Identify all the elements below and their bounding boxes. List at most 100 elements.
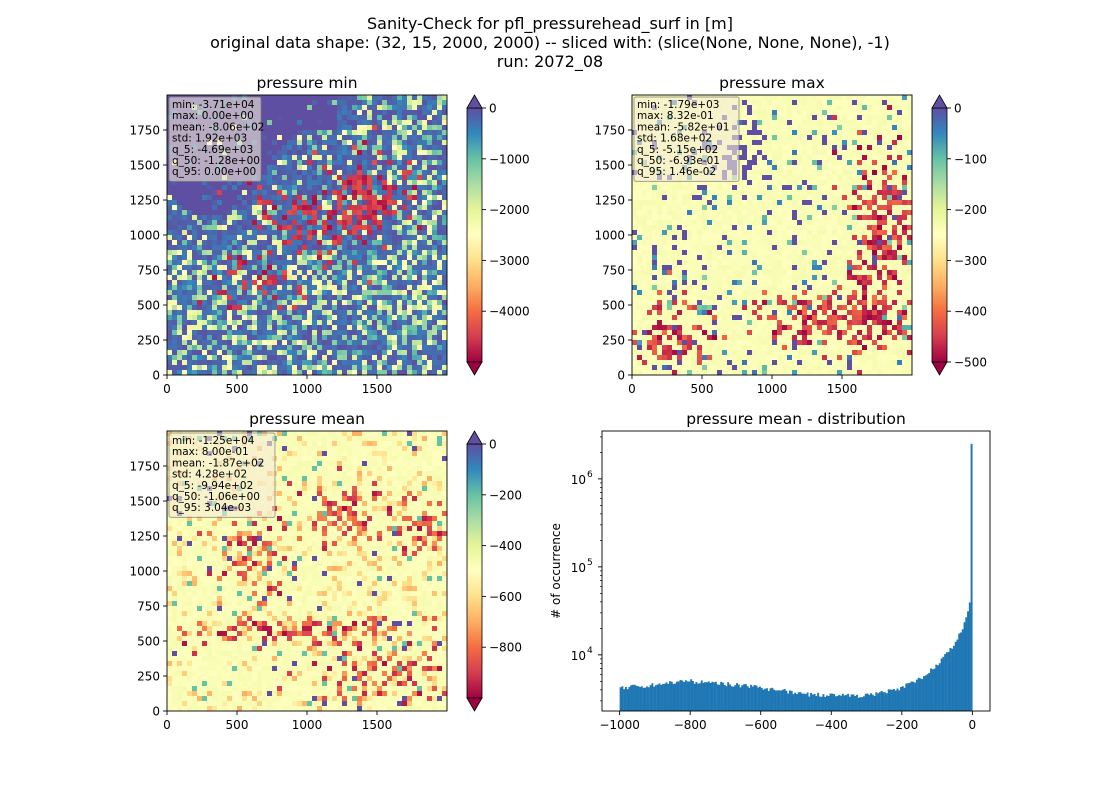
heatmap-cell: [412, 240, 418, 246]
heatmap-cell: [857, 160, 863, 166]
heatmap-cell: [277, 305, 283, 311]
heatmap-cell: [362, 320, 368, 326]
heatmap-cell: [367, 165, 373, 171]
heatmap-cell: [297, 175, 303, 181]
heatmap-cell: [752, 205, 758, 211]
heatmap-cell: [192, 285, 198, 291]
heatmap-cell: [402, 195, 408, 201]
heatmap-cell: [392, 100, 398, 106]
heatmap-cell: [202, 280, 208, 286]
heatmap-cell: [177, 270, 183, 276]
heatmap-cell: [782, 150, 788, 156]
heatmap-cell: [367, 100, 373, 106]
heatmap-cell: [372, 325, 378, 331]
heatmap-cell: [812, 240, 818, 246]
colorbar-extend-min: [466, 361, 483, 376]
heatmap-cell: [682, 255, 688, 261]
heatmap-cell: [402, 190, 408, 196]
heatmap-cell: [837, 155, 843, 161]
heatmap-cell: [642, 240, 648, 246]
heatmap-cell: [427, 230, 433, 236]
heatmap-cell: [322, 340, 328, 346]
heatmap-cell: [387, 365, 393, 371]
heatmap-cell: [432, 355, 438, 361]
heatmap-cell: [757, 215, 763, 221]
heatmap-cell: [367, 195, 373, 201]
heatmap-cell: [342, 295, 348, 301]
heatmap-cell: [342, 145, 348, 151]
heatmap-cell: [247, 295, 253, 301]
heatmap-cell: [672, 220, 678, 226]
heatmap-cell: [837, 240, 843, 246]
heatmap-cell: [207, 325, 213, 331]
heatmap-cell: [302, 165, 308, 171]
heatmap-cell: [392, 105, 398, 111]
heatmap-cell: [287, 115, 293, 121]
heatmap-cell: [737, 175, 743, 181]
heatmap-cell: [247, 325, 253, 331]
heatmap-cell: [342, 160, 348, 166]
heatmap-cell: [297, 280, 303, 286]
heatmap-cell: [367, 230, 373, 236]
heatmap-cell: [217, 230, 223, 236]
heatmap-cell: [432, 195, 438, 201]
heatmap-cell: [187, 355, 193, 361]
heatmap-cell: [817, 195, 823, 201]
heatmap-cell: [332, 295, 338, 301]
heatmap-cell: [692, 240, 698, 246]
heatmap-cell: [332, 325, 338, 331]
heatmap-cell: [717, 220, 723, 226]
heatmap-cell: [442, 240, 448, 246]
heatmap-cell: [307, 185, 313, 191]
heatmap-cell: [272, 290, 278, 296]
heatmap-cell: [752, 185, 758, 191]
heatmap-cell: [247, 275, 253, 281]
heatmap-cell: [192, 195, 198, 201]
heatmap-cell: [287, 280, 293, 286]
heatmap-cell: [812, 100, 818, 106]
heatmap-cell: [757, 140, 763, 146]
heatmap-cell: [282, 160, 288, 166]
heatmap-cell: [327, 330, 333, 336]
heatmap-cell: [397, 350, 403, 356]
heatmap-cell: [782, 175, 788, 181]
heatmap-cell: [427, 300, 433, 306]
heatmap-cell: [417, 305, 423, 311]
heatmap-cell: [797, 120, 803, 126]
heatmap-cell: [177, 275, 183, 281]
heatmap-cell: [317, 215, 323, 221]
heatmap-cell: [882, 185, 888, 191]
heatmap-cell: [347, 275, 353, 281]
heatmap-cell: [272, 285, 278, 291]
heatmap-cell: [397, 125, 403, 131]
heatmap-cell: [772, 190, 778, 196]
heatmap-cell: [767, 165, 773, 171]
heatmap-cell: [322, 370, 328, 376]
heatmap-cell: [197, 180, 203, 186]
heatmap-cell: [242, 220, 248, 226]
heatmap-cell: [877, 245, 883, 251]
heatmap-cell: [202, 360, 208, 366]
heatmap-cell: [412, 235, 418, 241]
heatmap-cell: [307, 240, 313, 246]
heatmap-cell: [647, 240, 653, 246]
heatmap-cell: [417, 360, 423, 366]
heatmap-cell: [392, 290, 398, 296]
heatmap-cell: [382, 125, 388, 131]
heatmap-cell: [212, 180, 218, 186]
heatmap-cell: [362, 220, 368, 226]
heatmap-cell: [422, 230, 428, 236]
heatmap-cell: [747, 110, 753, 116]
heatmap-cell: [372, 245, 378, 251]
heatmap-cell: [317, 270, 323, 276]
heatmap-cell: [357, 130, 363, 136]
heatmap-cell: [647, 205, 653, 211]
heatmap-cell: [772, 150, 778, 156]
heatmap-cell: [377, 370, 383, 376]
heatmap-cell: [172, 310, 178, 316]
heatmap-cell: [272, 200, 278, 206]
heatmap-cell: [712, 195, 718, 201]
heatmap-cell: [282, 335, 288, 341]
heatmap-cell: [337, 130, 343, 136]
heatmap-cell: [352, 100, 358, 106]
